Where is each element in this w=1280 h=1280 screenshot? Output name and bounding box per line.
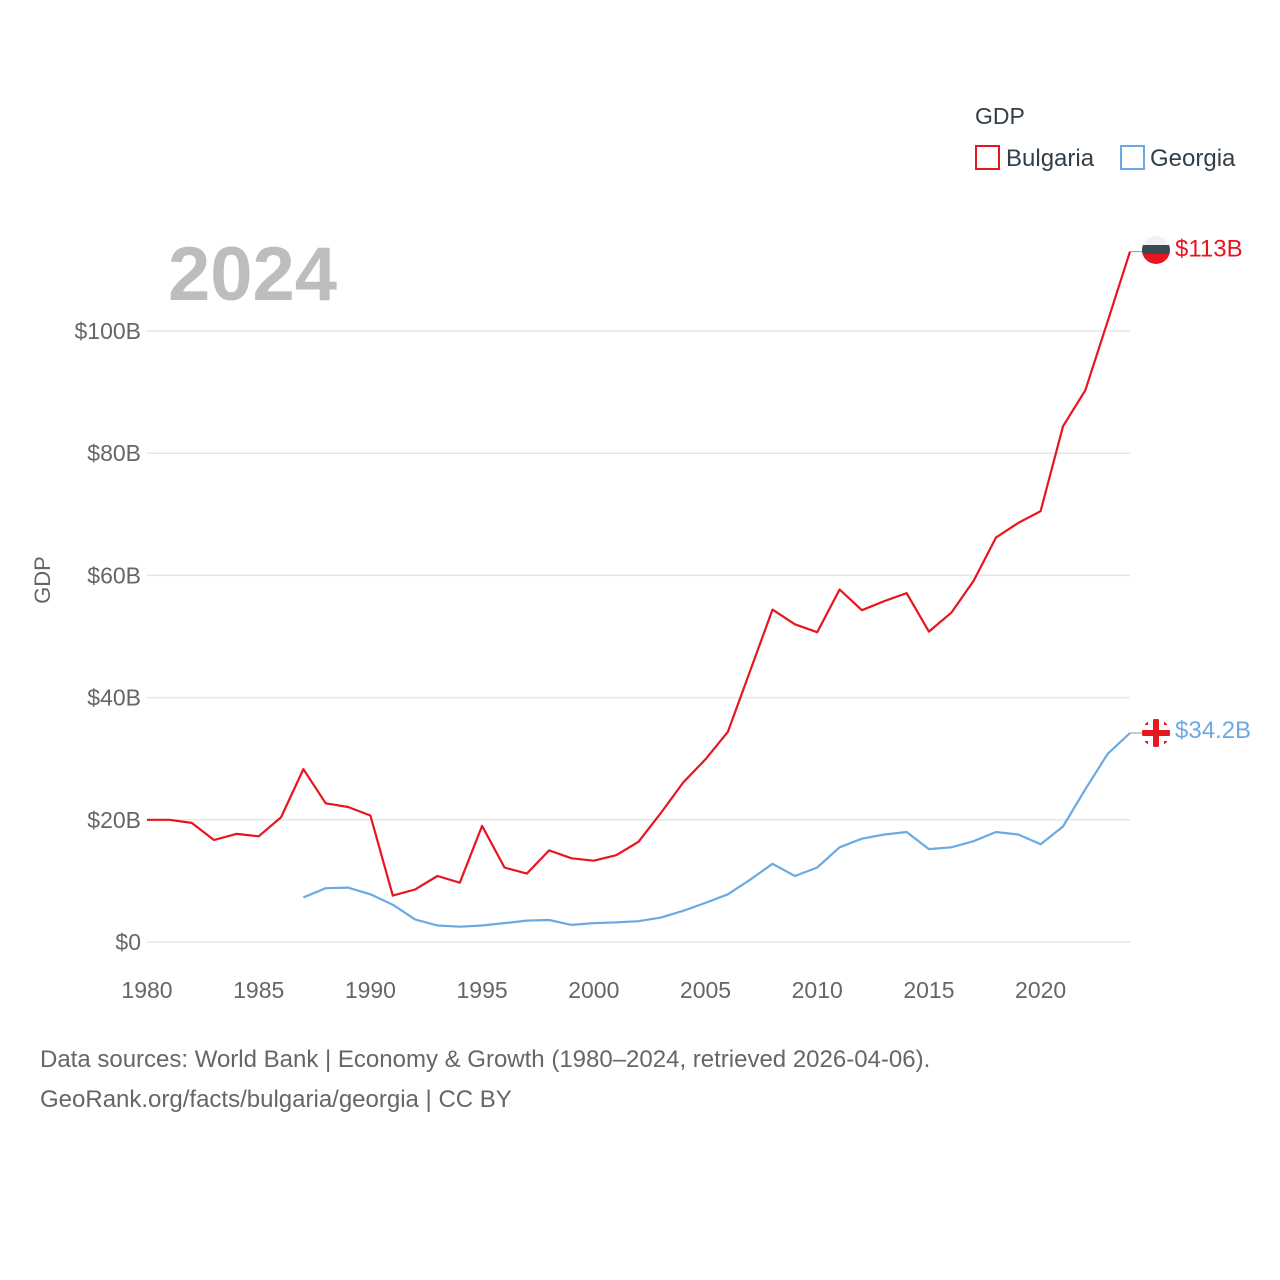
y-tick-label: $100B	[74, 318, 141, 344]
y-axis-ticks: $0 $20B $40B $60B $80B $100B	[74, 318, 141, 955]
x-tick-label: 2000	[568, 977, 619, 1003]
x-tick-label: 1995	[457, 977, 508, 1003]
x-tick-label: 2015	[903, 977, 954, 1003]
current-year-label: 2024	[168, 232, 337, 317]
end-label-georgia: $34.2B	[1175, 717, 1251, 744]
footer: Data sources: World Bank | Economy & Gro…	[40, 1040, 930, 1120]
series-line-bulgaria[interactable]	[147, 251, 1132, 897]
footer-attribution[interactable]: GeoRank.org/facts/bulgaria/georgia | CC …	[40, 1086, 512, 1113]
footer-sources: Data sources: World Bank | Economy & Gro…	[40, 1046, 931, 1073]
legend: GDP Bulgaria Georgia	[975, 103, 1236, 172]
y-axis-title: GDP	[30, 556, 55, 604]
x-tick-label: 2005	[680, 977, 731, 1003]
x-axis-ticks: 1980 1985 1990 1995 2000 2005 2010 2015 2020	[121, 977, 1066, 1003]
legend-label-bulgaria[interactable]: Bulgaria	[1006, 145, 1095, 172]
y-tick-label: $80B	[87, 440, 141, 466]
x-tick-label: 1980	[121, 977, 172, 1003]
gridlines	[147, 330, 1130, 943]
series-layer: $113B $34.2B	[147, 236, 1251, 928]
legend-label-georgia[interactable]: Georgia	[1150, 145, 1236, 172]
y-tick-label: $0	[115, 929, 141, 955]
bulgaria-flag-icon	[1142, 236, 1170, 264]
legend-title: GDP	[975, 103, 1025, 129]
x-tick-label: 1985	[233, 977, 284, 1003]
legend-swatch-bulgaria[interactable]	[975, 145, 1000, 170]
y-tick-label: $40B	[87, 685, 141, 711]
y-tick-label: $60B	[87, 562, 141, 588]
series-line-georgia[interactable]	[302, 732, 1131, 928]
x-tick-label: 1990	[345, 977, 396, 1003]
legend-swatch-georgia[interactable]	[1120, 145, 1145, 170]
end-label-bulgaria: $113B	[1175, 236, 1243, 263]
x-tick-label: 2020	[1015, 977, 1066, 1003]
y-tick-label: $20B	[87, 807, 141, 833]
x-tick-label: 2010	[792, 977, 843, 1003]
georgia-flag-icon	[1142, 719, 1170, 747]
